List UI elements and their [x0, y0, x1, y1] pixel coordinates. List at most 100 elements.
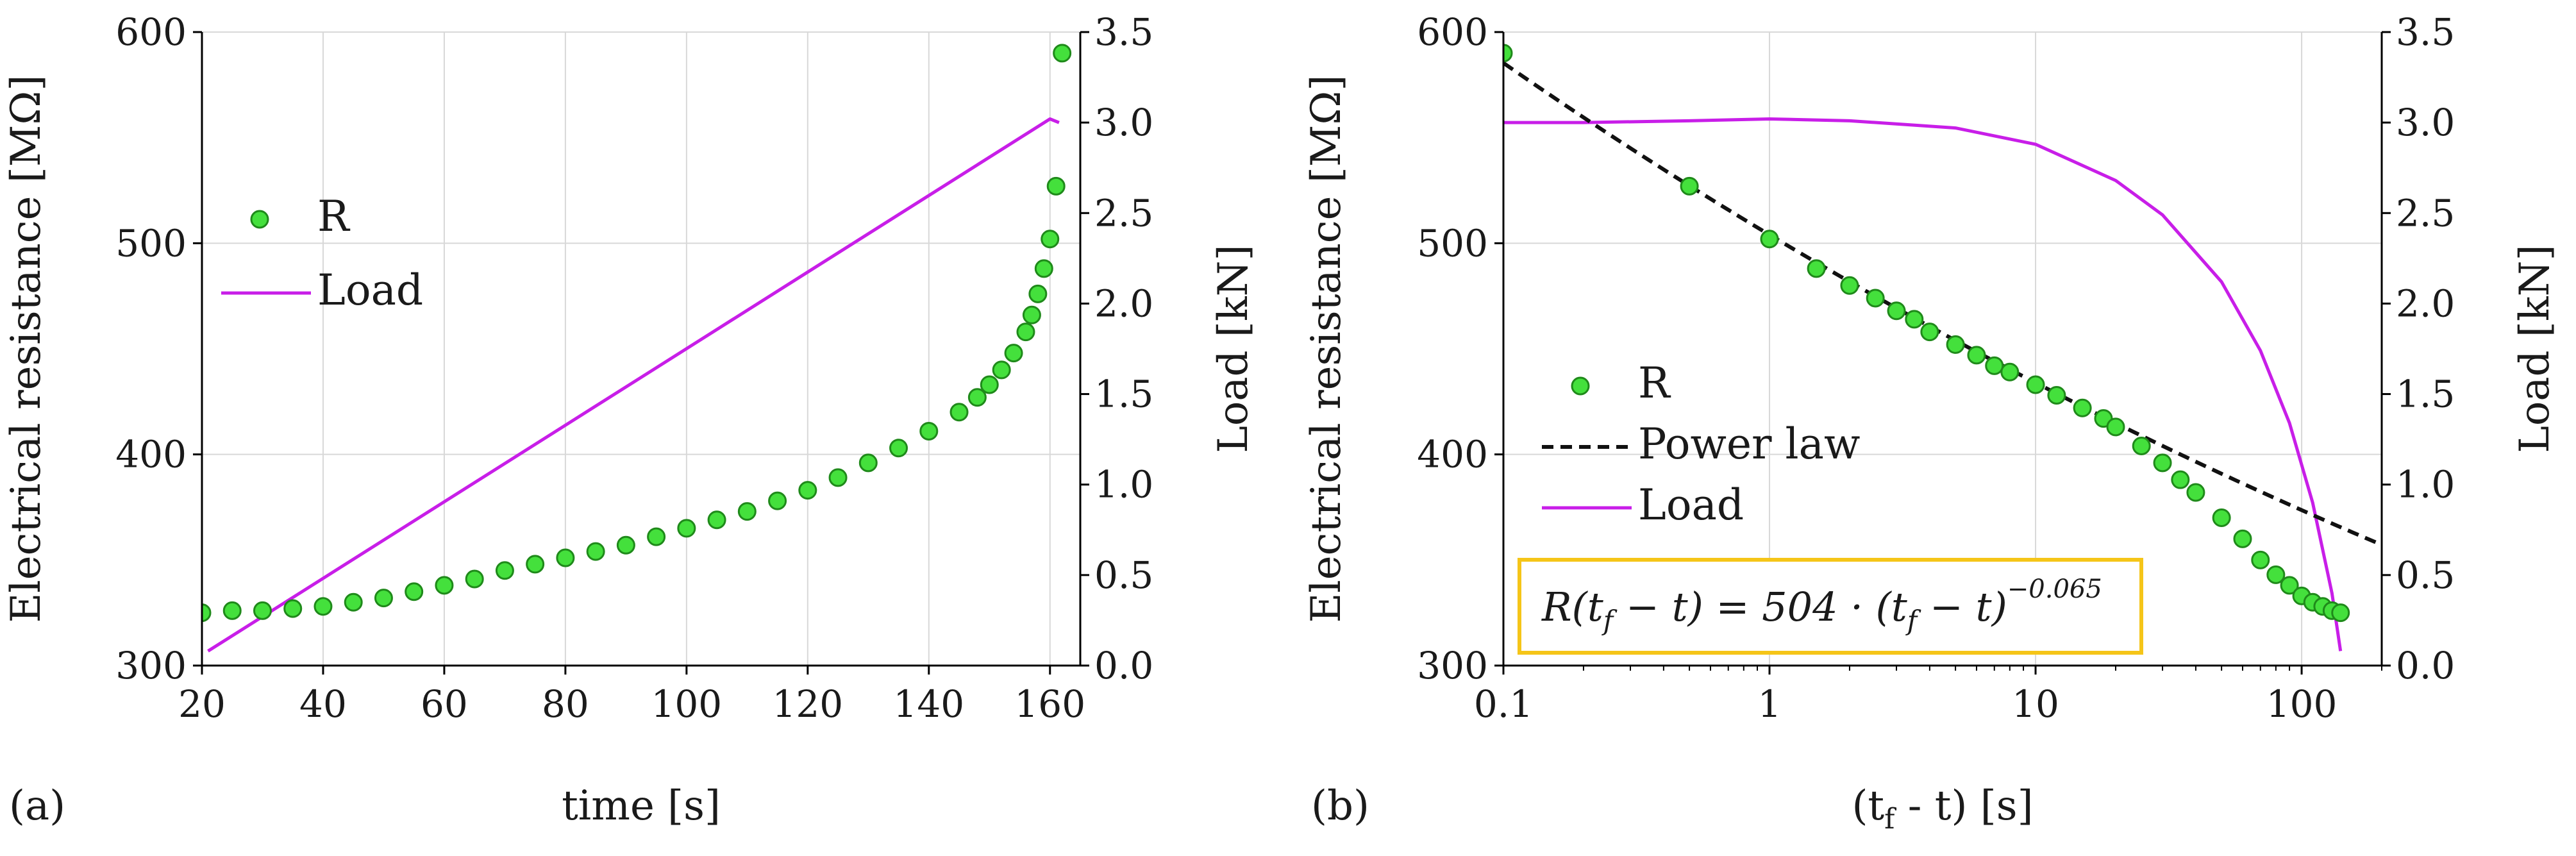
r-data-point [2266, 565, 2286, 584]
r-data-point [2251, 550, 2270, 569]
r-data-point [1760, 230, 1779, 249]
x-tick-label: 100 [651, 682, 723, 726]
r-data-point [1028, 284, 1048, 303]
r-data-point [2073, 398, 2092, 417]
y2-tick-label: 0.5 [2396, 553, 2455, 597]
r-data-point [1016, 323, 1035, 342]
x-tick-label: 1 [1758, 682, 1782, 726]
r-data-point [1840, 276, 1859, 295]
r-data-point [737, 502, 757, 521]
r-data-point [556, 548, 575, 567]
r-data-point [465, 569, 484, 589]
y-tick-label: 600 [1417, 10, 1488, 54]
y2-tick-label: 2.0 [1094, 281, 1153, 325]
r-data-point [2153, 453, 2172, 473]
formula-part: − t) = 504 · (t [1613, 583, 1907, 630]
panel-a: 20 40 60 80 100 120 140 160 300 400 500 600 0.0 0.5 1.… [3, 10, 1257, 830]
y2-tick-label: 2.5 [1094, 191, 1153, 235]
r-data-point [374, 589, 393, 608]
y2-tick-label: 3.0 [1094, 101, 1153, 144]
legend-label: Power law [1638, 419, 1861, 469]
legend-label: R [317, 192, 351, 241]
y-tick-label: 500 [1417, 221, 1488, 265]
r-data-point [2047, 385, 2066, 405]
r-data-point [1866, 289, 1885, 308]
legend-marker-r [1571, 376, 1590, 396]
r-data-point [405, 582, 424, 601]
r-data-point [2000, 362, 2020, 382]
r-data-point [2106, 417, 2125, 437]
x-axis-title: time [s] [562, 782, 721, 830]
y2-tick-label: 1.5 [1094, 373, 1153, 416]
r-data-point [202, 603, 212, 623]
r-data-point [495, 561, 514, 580]
r-data-point [1022, 305, 1041, 324]
r-data-point [858, 453, 878, 473]
panel-b: 0.1 1 10 100 300 400 500 600 0.0 0.5 1.0 1.5 2.0 2.5 3… [1303, 10, 2559, 835]
y-axis-title: Electrical resistance [MΩ] [1303, 75, 1350, 623]
legend-label: R [1638, 358, 1671, 408]
legend: R Load [221, 192, 423, 315]
r-data-point [2026, 375, 2045, 394]
r-data-point [1041, 230, 1060, 249]
y2-tick-label: 3.0 [2396, 101, 2455, 144]
r-data-point [2171, 470, 2190, 489]
y-tick-label: 400 [115, 433, 187, 476]
y2-tick-label: 2.0 [2396, 281, 2455, 325]
r-data-point [2212, 508, 2231, 527]
r-data-point [253, 601, 272, 620]
panel-label: (a) [9, 782, 65, 830]
y-tick-label: 600 [115, 10, 187, 54]
r-data-point [647, 527, 666, 546]
x-axis-title-part: - t) [s] [1894, 782, 2033, 830]
panel-label: (b) [1311, 782, 1369, 830]
x-tick-label: 160 [1014, 682, 1085, 726]
power-law-formula: R(tf − t) = 504 · (tf − t)−0.065 [1541, 575, 2102, 636]
r-data-point [2132, 436, 2151, 455]
y2-tick-label: 3.5 [2396, 10, 2455, 54]
r-data-point [949, 403, 969, 422]
y2-tick-label: 0.0 [2396, 644, 2455, 687]
load-line [1503, 117, 2343, 651]
x-tick-label: 100 [2266, 682, 2338, 726]
y2-tick-label: 0.0 [1094, 644, 1153, 687]
y-tick-label: 300 [1417, 644, 1488, 687]
r-data-point [222, 601, 242, 620]
r-data-point [1004, 344, 1023, 363]
plot-area [202, 44, 1072, 653]
r-data-point [314, 597, 333, 616]
r-data-point [1946, 335, 1965, 354]
r-data-point [919, 421, 939, 441]
r-data-point [1920, 323, 1939, 342]
y-tick-label: 300 [115, 644, 187, 687]
x-tick-label: 0.1 [1474, 682, 1533, 726]
y2-axis-title: Load [kN] [1210, 244, 1257, 453]
r-data-point [1985, 356, 2004, 375]
r-data-point [616, 535, 635, 555]
r-data-point [1905, 310, 1924, 329]
r-data-point [992, 360, 1011, 380]
x-axis-title-part: (t [1852, 782, 1884, 830]
load-line [207, 117, 1060, 653]
x-axis-title: (tf - t) [s] [1852, 782, 2033, 835]
r-data-point [967, 388, 987, 407]
r-data-point [1034, 259, 1053, 278]
y-tick-label: 400 [1417, 433, 1488, 476]
legend-label: Load [317, 265, 423, 315]
x-tick-label: 140 [893, 682, 964, 726]
r-data-point [889, 439, 908, 458]
r-data-point [2233, 529, 2252, 548]
x-tick-label: 80 [542, 682, 589, 726]
r-data-point [283, 599, 303, 618]
y2-tick-label: 0.5 [1094, 553, 1153, 597]
r-data-point [2331, 603, 2350, 623]
r-data-point [1967, 346, 1986, 365]
formula-exponent: −0.065 [2007, 575, 2102, 604]
r-data-point [980, 375, 999, 394]
y2-tick-label: 1.5 [2396, 373, 2455, 416]
r-data-point [798, 481, 817, 500]
r-data-point [1887, 301, 1906, 321]
legend-marker-r [250, 210, 269, 229]
x-axis-title-subscript: f [1884, 803, 1896, 835]
